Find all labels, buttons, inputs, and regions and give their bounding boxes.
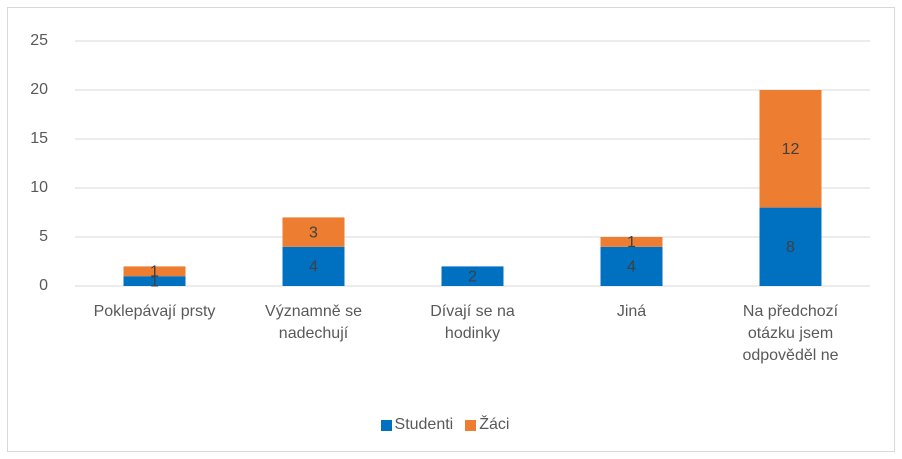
bar bbox=[441, 266, 504, 286]
bar bbox=[759, 90, 822, 208]
y-tick-label: 15 bbox=[30, 130, 48, 147]
y-tick-label: 25 bbox=[30, 32, 48, 49]
data-label: 12 bbox=[782, 141, 800, 158]
legend-label: Žáci bbox=[479, 416, 510, 433]
data-label: 2 bbox=[468, 268, 477, 285]
bar bbox=[759, 207, 822, 286]
data-label: 4 bbox=[627, 259, 636, 276]
bar bbox=[600, 237, 663, 247]
y-tick-label: 20 bbox=[30, 81, 48, 98]
bar bbox=[282, 246, 345, 286]
x-tick-label: Na předchozí otázku jsem odpověděl ne bbox=[742, 303, 839, 364]
data-label: 1 bbox=[627, 234, 636, 251]
legend-label: Studenti bbox=[394, 416, 454, 433]
bar bbox=[282, 217, 345, 247]
legend-swatch bbox=[380, 419, 392, 431]
data-label: 4 bbox=[309, 259, 318, 276]
x-tick-label: Jiná bbox=[616, 303, 647, 320]
bar bbox=[600, 246, 663, 286]
bar bbox=[123, 276, 186, 286]
y-tick-label: 5 bbox=[39, 228, 48, 245]
data-label: 1 bbox=[150, 273, 159, 290]
x-tick-label: Dívají se na hodinky bbox=[430, 303, 515, 342]
x-tick-label: Poklepávají prsty bbox=[93, 303, 216, 320]
chart-border bbox=[7, 7, 895, 452]
bar bbox=[123, 266, 186, 277]
y-tick-label: 10 bbox=[30, 179, 48, 196]
data-label: 8 bbox=[786, 239, 795, 256]
x-tick-label: Významně se nadechují bbox=[265, 303, 362, 342]
data-label: 1 bbox=[150, 264, 159, 281]
y-tick-label: 0 bbox=[39, 277, 48, 294]
data-label: 3 bbox=[309, 224, 318, 241]
legend-swatch bbox=[465, 419, 477, 431]
legend: Studenti Žáci bbox=[0, 416, 902, 434]
